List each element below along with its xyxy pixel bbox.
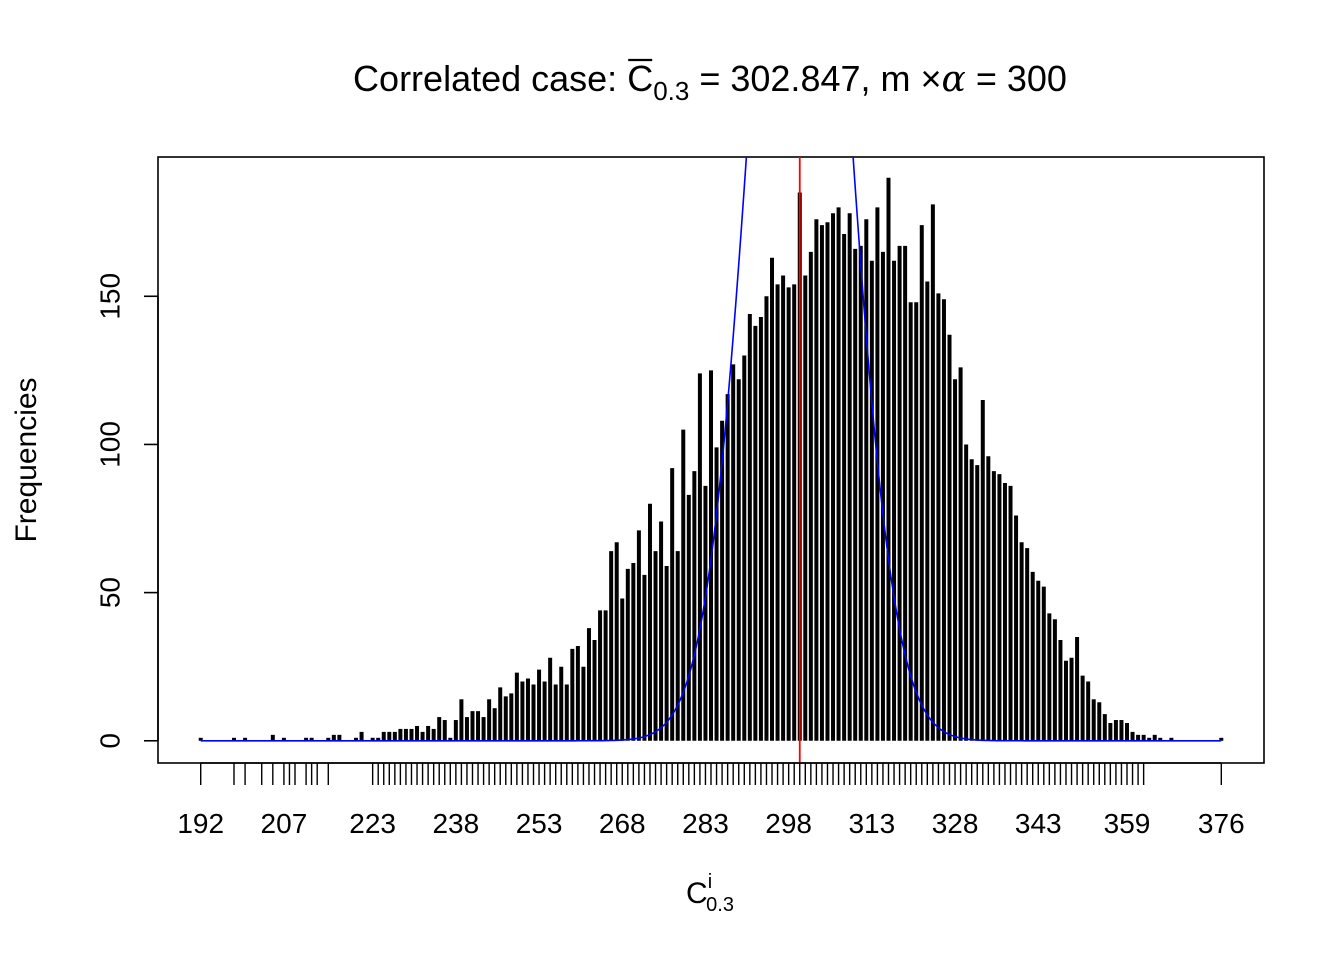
x-label-main: C [686, 877, 708, 910]
y-tick-label-50: 50 [94, 577, 125, 608]
x-tick-label-359: 359 [1104, 808, 1151, 839]
x-tick-label-223: 223 [349, 808, 396, 839]
x-axis: 192 207 223 238 253 268 283 298 313 328 343 359 376 [177, 762, 1245, 839]
x-tick-label-268: 268 [599, 808, 646, 839]
title-symbol-sub: 0.3 [653, 76, 689, 106]
title-times: × [921, 58, 942, 99]
x-tick-label-207: 207 [261, 808, 308, 839]
x-tick-label-253: 253 [516, 808, 563, 839]
x-tick-label-283: 283 [682, 808, 729, 839]
y-tick-label-150: 150 [94, 273, 125, 320]
y-axis-label: Frequencies [10, 377, 43, 542]
x-tick-label-328: 328 [932, 808, 979, 839]
chart-title: Correlated case: C0.3 = 302.847, m ×α = … [353, 58, 1067, 106]
x-tick-label-238: 238 [432, 808, 479, 839]
x-tick-label-343: 343 [1015, 808, 1062, 839]
x-label-sup: i [708, 871, 712, 893]
y-axis: 0 50 100 150 [94, 273, 159, 749]
x-label-sub: 0.3 [706, 894, 734, 916]
x-axis-label: Ci 0.3 [686, 871, 734, 916]
bars-group [198, 177, 1224, 741]
normal-curve [200, 157, 1222, 742]
title-symbol: C [627, 58, 653, 99]
title-eq1: = 302.847, m [689, 58, 920, 99]
normal-curve-group [200, 157, 1222, 742]
x-tick-label-376: 376 [1198, 808, 1245, 839]
y-tick-label-100: 100 [94, 421, 125, 468]
x-tick-label-192: 192 [177, 808, 224, 839]
x-tick-label-313: 313 [848, 808, 895, 839]
title-alpha: α [942, 59, 966, 100]
x-tick-label-298: 298 [765, 808, 812, 839]
y-tick-label-0: 0 [94, 733, 125, 749]
title-eq2: = 300 [966, 58, 1067, 99]
title-prefix: Correlated case: [353, 58, 627, 99]
